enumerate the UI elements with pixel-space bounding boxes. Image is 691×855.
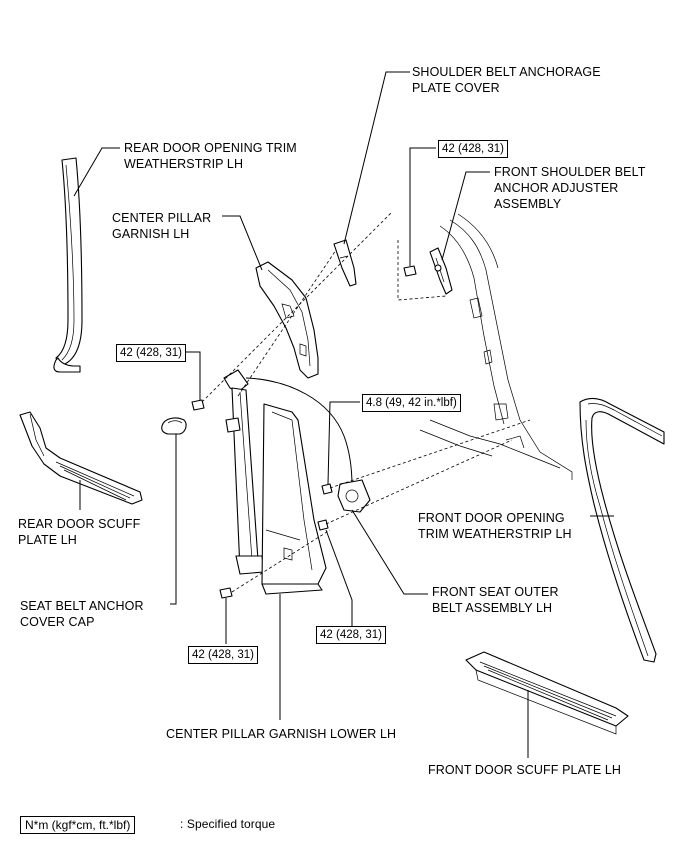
center-pillar-label-line2: GARNISH LH bbox=[112, 227, 190, 241]
front-door-scuff-plate-shape bbox=[465, 651, 629, 735]
belt-guide-bolt-shape bbox=[321, 483, 333, 495]
pillar-upper-bolt-torque-box: 42 (428, 31) bbox=[116, 344, 187, 362]
front-door-opening-trim-weatherstrip-shape bbox=[579, 397, 665, 663]
torque-unit-legend-box: N*m (kgf*cm, ft.*lbf) bbox=[20, 816, 136, 834]
front-seat-belt-label-line2: BELT ASSEMBLY LH bbox=[432, 601, 553, 615]
seat-belt-cap-label-line1: SEAT BELT ANCHOR bbox=[20, 599, 144, 613]
center-pillar-lower-label: CENTER PILLAR GARNISH LOWER LH bbox=[166, 727, 397, 741]
assembly-guide-lines bbox=[201, 211, 531, 593]
front-scuff-label: FRONT DOOR SCUFF PLATE LH bbox=[428, 763, 622, 777]
rear-door-trim-label-line1: REAR DOOR OPENING TRIM bbox=[124, 141, 297, 155]
center-pillar-garnish-lower-shape bbox=[261, 403, 327, 595]
rear-door-scuff-plate-shape bbox=[19, 411, 143, 505]
rear-scuff-label-line2: PLATE LH bbox=[18, 533, 77, 547]
shoulder-belt-anchorage-plate-cover-shape bbox=[333, 239, 357, 287]
adjuster-bolt-shape bbox=[403, 258, 417, 277]
leader-lines bbox=[73, 71, 614, 758]
belt-lower-bolt-torque-box: 42 (428, 31) bbox=[316, 626, 387, 644]
rear-scuff-label-line1: REAR DOOR SCUFF bbox=[18, 517, 141, 531]
rear-door-trim-label-line2: WEATHERSTRIP LH bbox=[124, 157, 244, 171]
rear-door-opening-trim-weatherstrip-shape bbox=[53, 157, 83, 373]
front-shoulder-belt-anchor-adjuster-shape bbox=[429, 247, 453, 295]
lower-anchor-bolt-torque-box: 42 (428, 31) bbox=[188, 646, 259, 664]
center-pillar-label-line1: CENTER PILLAR bbox=[112, 211, 212, 225]
front-door-trim-label-line1: FRONT DOOR OPENING bbox=[418, 511, 565, 525]
front-adjuster-label-line3: ASSEMBLY bbox=[494, 197, 562, 211]
torque-legend-description: : Specified torque bbox=[180, 817, 276, 831]
pillar-upper-bolt-shape bbox=[191, 399, 205, 411]
front-adjuster-label-line2: ANCHOR ADJUSTER bbox=[494, 181, 619, 195]
front-seat-belt-label-line1: FRONT SEAT OUTER bbox=[432, 585, 559, 599]
front-adjuster-label-line1: FRONT SHOULDER BELT bbox=[494, 165, 646, 179]
center-pillar-garnish-shape bbox=[255, 261, 319, 379]
shoulder-belt-cover-label-line2: PLATE COVER bbox=[412, 81, 500, 95]
adjuster-bolt-torque-box: 42 (428, 31) bbox=[438, 140, 509, 158]
lower-anchor-bolt-shape bbox=[219, 587, 233, 599]
front-seat-outer-belt-shape bbox=[223, 369, 371, 575]
body-side-panel-shape bbox=[419, 213, 573, 480]
belt-lower-bolt-shape bbox=[317, 519, 329, 531]
belt-guide-bolt-torque-box: 4.8 (49, 42 in.*lbf) bbox=[362, 394, 461, 412]
front-door-trim-label-line2: TRIM WEATHERSTRIP LH bbox=[418, 527, 572, 541]
seat-belt-anchor-cover-cap-shape bbox=[161, 417, 187, 435]
shoulder-belt-cover-label-line1: SHOULDER BELT ANCHORAGE bbox=[412, 65, 601, 79]
seat-belt-cap-label-line2: COVER CAP bbox=[20, 615, 95, 629]
